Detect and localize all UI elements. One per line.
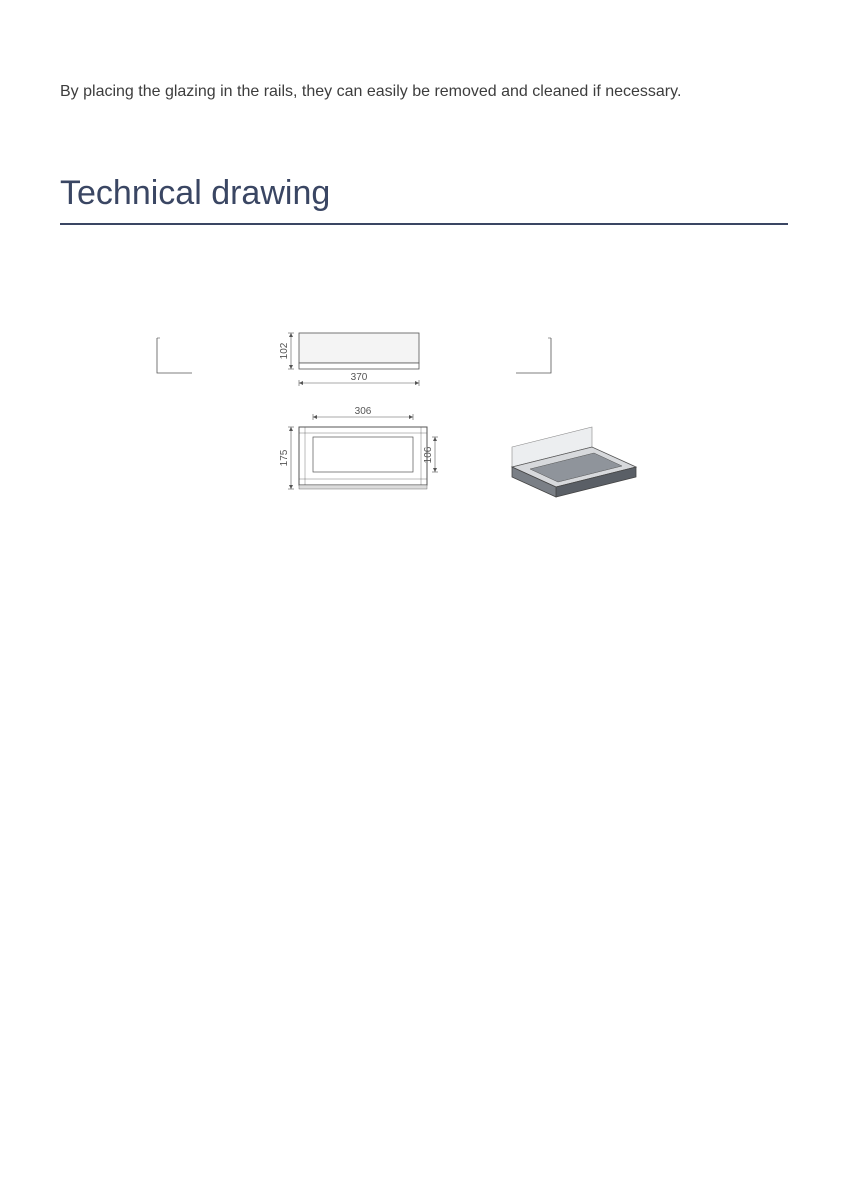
dim-102: 102 xyxy=(279,342,290,359)
dim-175: 175 xyxy=(279,449,290,466)
plan-view: 306 175 106 xyxy=(269,407,469,517)
intro-paragraph: By placing the glazing in the rails, the… xyxy=(60,80,788,104)
dim-370: 370 xyxy=(351,372,368,383)
technical-drawing: 102 370 306 xyxy=(124,315,724,615)
side-profile-right xyxy=(514,335,554,375)
dim-106: 106 xyxy=(423,446,434,463)
side-profile-left xyxy=(154,335,194,375)
section-heading: Technical drawing xyxy=(60,174,788,225)
front-elevation: 102 370 xyxy=(269,325,449,395)
dim-306: 306 xyxy=(355,407,372,417)
isometric-view xyxy=(494,425,654,525)
